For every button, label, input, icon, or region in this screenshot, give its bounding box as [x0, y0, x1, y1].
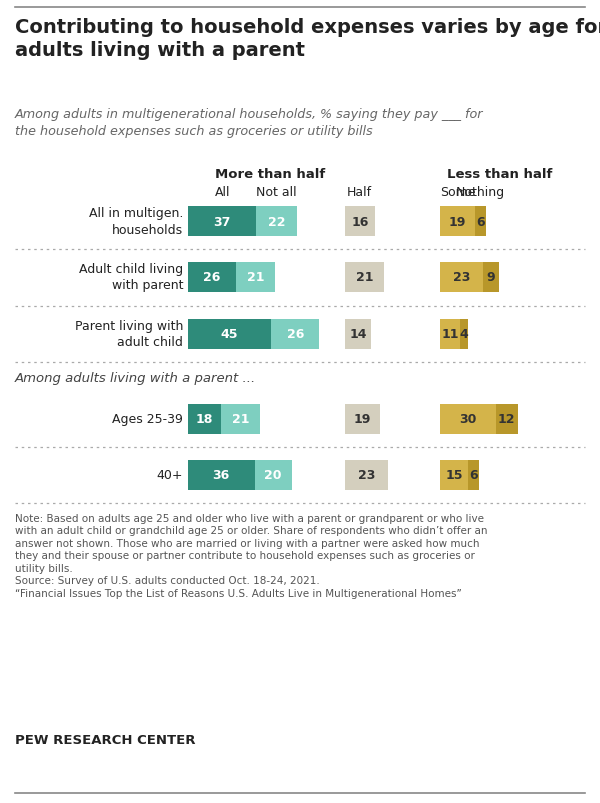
Text: 9: 9	[487, 271, 495, 284]
Bar	[468, 460, 479, 491]
Text: All in multigen.
households: All in multigen. households	[89, 207, 183, 236]
Text: 21: 21	[356, 271, 373, 284]
Text: PEW RESEARCH CENTER: PEW RESEARCH CENTER	[15, 733, 196, 746]
Text: 21: 21	[247, 271, 264, 284]
Text: Among adults in multigenerational households, % saying they pay ___ for
the hous: Among adults in multigenerational househ…	[15, 108, 484, 138]
Bar	[271, 320, 319, 349]
Text: 6: 6	[469, 469, 478, 482]
Bar	[345, 263, 384, 292]
Text: “Financial Issues Top the List of Reasons U.S. Adults Live in Multigenerational : “Financial Issues Top the List of Reason…	[15, 589, 462, 598]
Text: 26: 26	[287, 328, 304, 341]
Text: Ages 25-39: Ages 25-39	[112, 413, 183, 426]
Bar	[345, 460, 388, 491]
Bar	[482, 263, 499, 292]
Text: 23: 23	[452, 271, 470, 284]
Text: utility bills.: utility bills.	[15, 563, 73, 573]
Bar	[345, 405, 380, 434]
Bar	[440, 460, 468, 491]
Text: Some: Some	[440, 185, 475, 199]
Text: Parent living with
adult child: Parent living with adult child	[74, 320, 183, 349]
Text: 26: 26	[203, 271, 221, 284]
Bar	[254, 460, 292, 491]
Bar	[188, 263, 236, 292]
Bar	[256, 206, 297, 237]
Bar	[440, 405, 496, 434]
Text: Contributing to household expenses varies by age for
adults living with a parent: Contributing to household expenses varie…	[15, 18, 600, 59]
Bar	[475, 206, 486, 237]
Text: 20: 20	[265, 469, 282, 482]
Text: Nothing: Nothing	[456, 185, 505, 199]
Text: 23: 23	[358, 469, 375, 482]
Bar	[188, 405, 221, 434]
Text: 14: 14	[349, 328, 367, 341]
Text: All: All	[214, 185, 230, 199]
Text: Not all: Not all	[256, 185, 297, 199]
Bar	[236, 263, 275, 292]
Bar	[188, 206, 256, 237]
Text: 11: 11	[442, 328, 459, 341]
Text: they and their spouse or partner contribute to household expenses such as grocer: they and their spouse or partner contrib…	[15, 551, 475, 560]
Text: 30: 30	[459, 413, 476, 426]
Text: 18: 18	[196, 413, 214, 426]
Bar	[188, 320, 271, 349]
Text: 40+: 40+	[157, 469, 183, 482]
Text: Half: Half	[347, 185, 373, 199]
Text: 36: 36	[212, 469, 230, 482]
Bar	[440, 263, 482, 292]
Text: 22: 22	[268, 215, 286, 228]
Bar	[440, 320, 460, 349]
Text: 21: 21	[232, 413, 250, 426]
Text: Source: Survey of U.S. adults conducted Oct. 18-24, 2021.: Source: Survey of U.S. adults conducted …	[15, 576, 320, 585]
Bar	[345, 206, 374, 237]
Text: Among adults living with a parent ...: Among adults living with a parent ...	[15, 372, 256, 385]
Text: 6: 6	[476, 215, 485, 228]
Text: answer not shown. Those who are married or living with a partner were asked how : answer not shown. Those who are married …	[15, 538, 479, 548]
Bar	[345, 320, 371, 349]
Text: 15: 15	[445, 469, 463, 482]
Text: 16: 16	[351, 215, 368, 228]
Text: 4: 4	[460, 328, 469, 341]
Text: Less than half: Less than half	[448, 168, 553, 181]
Bar	[460, 320, 468, 349]
Text: Note: Based on adults age 25 and older who live with a parent or grandparent or : Note: Based on adults age 25 and older w…	[15, 513, 484, 524]
Text: 37: 37	[214, 215, 231, 228]
Text: 12: 12	[498, 413, 515, 426]
Text: More than half: More than half	[215, 168, 325, 181]
Text: 19: 19	[449, 215, 466, 228]
Bar	[496, 405, 518, 434]
Bar	[188, 460, 254, 491]
Bar	[440, 206, 475, 237]
Bar	[221, 405, 260, 434]
Text: with an adult child or grandchild age 25 or older. Share of respondents who didn: with an adult child or grandchild age 25…	[15, 526, 487, 536]
Text: 45: 45	[221, 328, 238, 341]
Text: Adult child living
with parent: Adult child living with parent	[79, 263, 183, 292]
Text: 19: 19	[354, 413, 371, 426]
